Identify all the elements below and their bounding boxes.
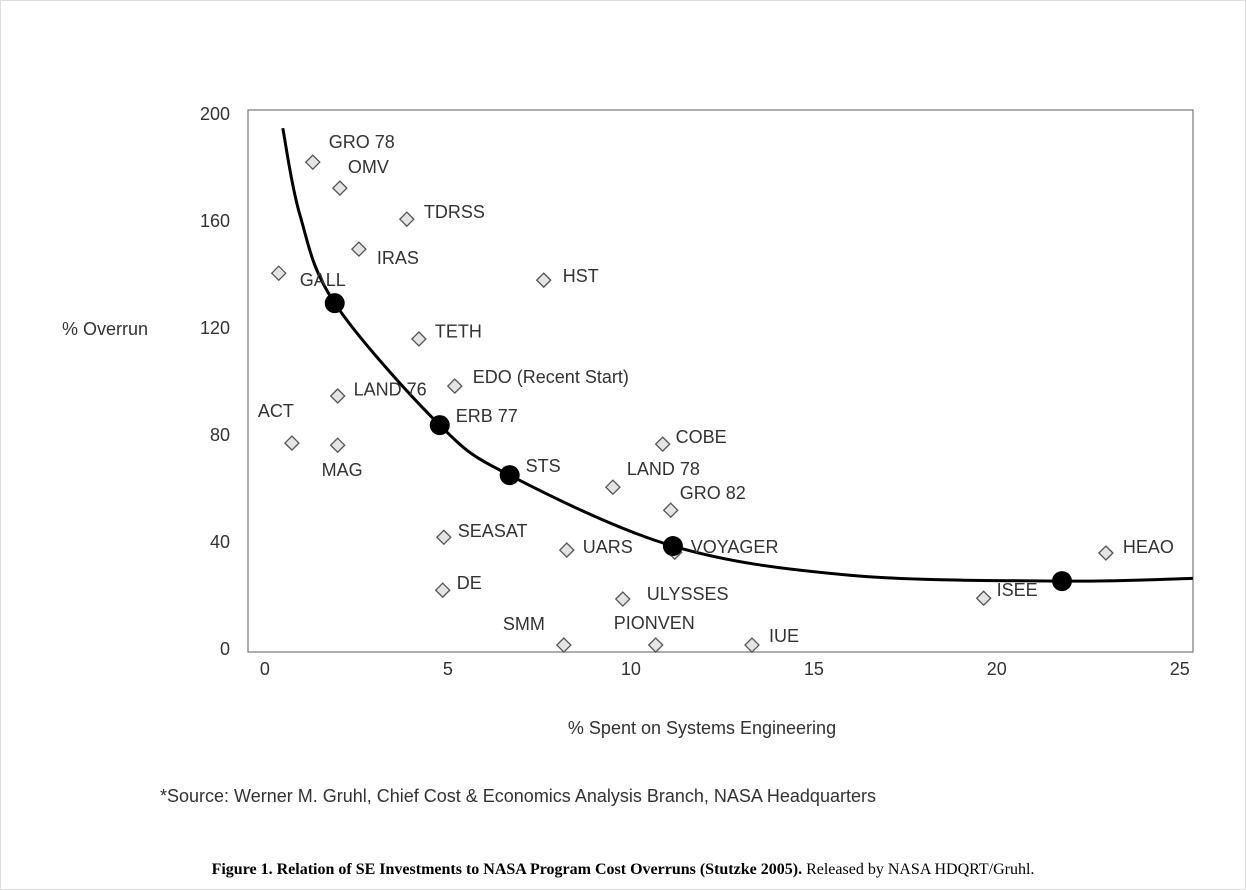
point-label: VOYAGER: [691, 537, 779, 557]
dot-label: ERB 77: [456, 406, 518, 426]
x-tick-label: 25: [1170, 659, 1190, 679]
point-label: HST: [563, 266, 599, 286]
data-point: [446, 378, 463, 395]
point-label: EDO (Recent Start): [473, 367, 629, 387]
data-point: [744, 637, 760, 653]
dot-label: STS: [526, 456, 561, 476]
x-tick-label: 15: [804, 659, 824, 679]
y-tick-label: 200: [200, 104, 230, 124]
point-label: OMV: [348, 157, 389, 177]
data-point: [647, 637, 664, 653]
y-axis-label: % Overrun: [62, 319, 148, 339]
data-point: [304, 154, 321, 171]
caption: Figure 1. Relation of SE Investments to …: [212, 861, 1035, 878]
data-point: [329, 388, 346, 404]
point-label: ISEE: [997, 580, 1038, 600]
y-tick-label: 80: [210, 425, 230, 445]
data-point: [350, 241, 367, 258]
x-tick-label: 20: [987, 659, 1007, 679]
x-axis-label: % Spent on Systems Engineering: [568, 718, 836, 738]
curve-dot: [1051, 571, 1072, 592]
y-tick-label: 40: [210, 532, 230, 552]
data-point: [434, 582, 451, 599]
y-tick-label: 160: [200, 211, 230, 231]
point-label: ULYSSES: [647, 584, 729, 604]
point-label: IUE: [769, 626, 799, 646]
data-point: [283, 435, 300, 451]
data-point: [662, 502, 679, 519]
data-point: [654, 436, 671, 453]
curve-dot: [429, 415, 450, 436]
fit-curve: [281, 127, 1194, 583]
caption-bold: Figure 1. Relation of SE Investments to …: [212, 861, 802, 878]
curve-dot: [499, 465, 520, 486]
point-label: IRAS: [377, 248, 419, 268]
data-point: [555, 637, 572, 653]
data-point: [411, 331, 427, 347]
point-label: MAG: [322, 460, 363, 480]
data-point: [398, 211, 415, 228]
plot-area: [247, 109, 1194, 653]
data-point: [614, 591, 631, 607]
curve-dot: [662, 536, 683, 557]
data-point: [975, 590, 992, 607]
point-label: TETH: [435, 322, 482, 342]
point-label: TDRSS: [424, 202, 485, 222]
data-point: [329, 437, 346, 454]
y-tick-label: 0: [220, 639, 230, 659]
source: *Source: Werner M. Gruhl, Chief Cost & E…: [160, 786, 876, 806]
x-tick-label: 5: [443, 659, 453, 679]
data-point: [535, 272, 552, 289]
data-point: [1097, 545, 1114, 561]
point-label: ACT: [258, 401, 294, 421]
point-label: LAND 76: [354, 380, 427, 400]
curve-dot: [324, 293, 345, 314]
caption-text: Released by NASA HDQRT/Gruhl.: [802, 861, 1034, 878]
x-tick-label: 0: [260, 659, 270, 679]
point-label: GRO 78: [329, 132, 395, 152]
point-label: GRO 82: [680, 483, 746, 503]
point-label: HEAO: [1123, 537, 1174, 557]
data-point: [331, 180, 348, 197]
point-label: DE: [457, 573, 482, 593]
data-point: [558, 542, 575, 558]
point-label: SMM: [503, 614, 545, 634]
point-label: LAND 78: [627, 459, 700, 479]
y-tick-label: 120: [200, 318, 230, 338]
point-label: COBE: [676, 427, 727, 447]
point-label: SEASAT: [458, 521, 528, 541]
data-point: [270, 265, 287, 282]
point-label: GALL: [300, 270, 346, 290]
x-tick-label: 10: [621, 659, 641, 679]
data-point: [435, 529, 452, 546]
data-point: [604, 479, 621, 496]
point-label: UARS: [583, 537, 633, 557]
point-label: PIONVEN: [614, 613, 695, 633]
